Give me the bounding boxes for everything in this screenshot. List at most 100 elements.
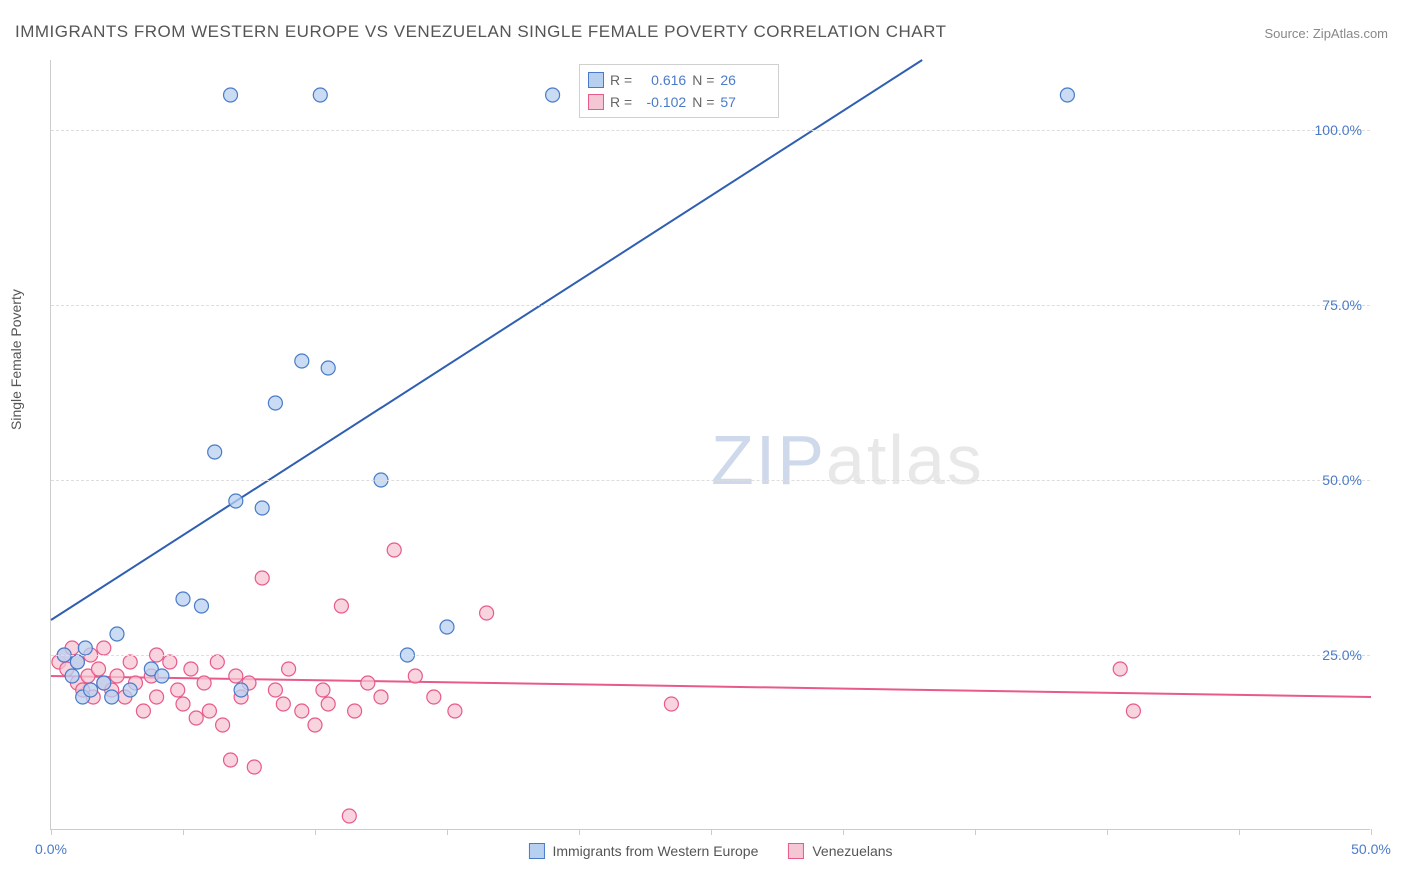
- data-point-pink: [387, 543, 401, 557]
- legend-n-value: 57: [720, 94, 768, 110]
- data-point-pink: [176, 697, 190, 711]
- x-tick: [843, 829, 844, 835]
- data-point-blue: [1060, 88, 1074, 102]
- trendline-blue: [51, 60, 922, 620]
- data-point-blue: [268, 396, 282, 410]
- data-point-pink: [374, 690, 388, 704]
- data-point-pink: [202, 704, 216, 718]
- data-point-blue: [194, 599, 208, 613]
- legend-r-value: 0.616: [638, 72, 686, 88]
- legend-r-value: -0.102: [638, 94, 686, 110]
- data-point-blue: [97, 676, 111, 690]
- swatch-pink: [588, 94, 604, 110]
- data-point-pink: [171, 683, 185, 697]
- data-point-pink: [664, 697, 678, 711]
- data-point-pink: [276, 697, 290, 711]
- gridline: [51, 130, 1370, 131]
- data-point-blue: [440, 620, 454, 634]
- x-tick: [51, 829, 52, 835]
- data-point-blue: [321, 361, 335, 375]
- data-point-blue: [208, 445, 222, 459]
- swatch-blue: [528, 843, 544, 859]
- data-point-pink: [348, 704, 362, 718]
- x-tick: [975, 829, 976, 835]
- data-point-blue: [176, 592, 190, 606]
- data-point-pink: [342, 809, 356, 823]
- data-point-pink: [427, 690, 441, 704]
- gridline: [51, 655, 1370, 656]
- data-point-pink: [229, 669, 243, 683]
- legend-item-blue: Immigrants from Western Europe: [528, 843, 758, 859]
- data-point-pink: [255, 571, 269, 585]
- data-point-blue: [224, 88, 238, 102]
- data-point-pink: [334, 599, 348, 613]
- data-point-blue: [123, 683, 137, 697]
- legend-row-blue: R = 0.616 N = 26: [588, 69, 768, 91]
- data-point-blue: [65, 669, 79, 683]
- correlation-legend: R = 0.616 N = 26 R = -0.102 N = 57: [579, 64, 779, 118]
- data-point-pink: [189, 711, 203, 725]
- data-point-pink: [136, 704, 150, 718]
- legend-n-value: 26: [720, 72, 768, 88]
- data-point-pink: [295, 704, 309, 718]
- x-tick: [183, 829, 184, 835]
- data-point-pink: [480, 606, 494, 620]
- source-attribution: Source: ZipAtlas.com: [1264, 26, 1388, 41]
- swatch-blue: [588, 72, 604, 88]
- data-point-blue: [110, 627, 124, 641]
- legend-n-label: N =: [692, 94, 714, 110]
- data-point-blue: [255, 501, 269, 515]
- data-point-pink: [92, 662, 106, 676]
- x-tick-label: 0.0%: [35, 841, 67, 857]
- data-point-pink: [216, 718, 230, 732]
- legend-r-label: R =: [610, 94, 632, 110]
- data-point-pink: [282, 662, 296, 676]
- data-point-blue: [313, 88, 327, 102]
- chart-title: IMMIGRANTS FROM WESTERN EUROPE VS VENEZU…: [15, 22, 947, 42]
- y-tick-label: 25.0%: [1322, 647, 1362, 663]
- data-point-pink: [123, 655, 137, 669]
- legend-r-label: R =: [610, 72, 632, 88]
- data-point-blue: [155, 669, 169, 683]
- data-point-pink: [97, 641, 111, 655]
- data-point-pink: [110, 669, 124, 683]
- data-point-pink: [197, 676, 211, 690]
- gridline: [51, 305, 1370, 306]
- data-point-blue: [70, 655, 84, 669]
- x-tick: [1239, 829, 1240, 835]
- x-tick-label: 50.0%: [1351, 841, 1391, 857]
- swatch-pink: [788, 843, 804, 859]
- series-legend: Immigrants from Western Europe Venezuela…: [528, 843, 892, 859]
- data-point-pink: [316, 683, 330, 697]
- legend-label-pink: Venezuelans: [812, 843, 892, 859]
- data-point-blue: [234, 683, 248, 697]
- chart-canvas: [51, 60, 1370, 829]
- x-tick: [447, 829, 448, 835]
- data-point-pink: [224, 753, 238, 767]
- data-point-blue: [229, 494, 243, 508]
- x-tick: [1107, 829, 1108, 835]
- x-tick: [1371, 829, 1372, 835]
- y-axis-label: Single Female Poverty: [8, 289, 24, 430]
- legend-item-pink: Venezuelans: [788, 843, 892, 859]
- legend-n-label: N =: [692, 72, 714, 88]
- data-point-pink: [1113, 662, 1127, 676]
- data-point-pink: [321, 697, 335, 711]
- y-tick-label: 50.0%: [1322, 472, 1362, 488]
- x-tick: [315, 829, 316, 835]
- data-point-pink: [448, 704, 462, 718]
- data-point-pink: [408, 669, 422, 683]
- data-point-blue: [78, 641, 92, 655]
- gridline: [51, 480, 1370, 481]
- legend-label-blue: Immigrants from Western Europe: [552, 843, 758, 859]
- scatter-plot: ZIPatlas R = 0.616 N = 26 R = -0.102 N =…: [50, 60, 1370, 830]
- x-tick: [711, 829, 712, 835]
- data-point-pink: [361, 676, 375, 690]
- x-tick: [579, 829, 580, 835]
- data-point-pink: [184, 662, 198, 676]
- data-point-pink: [247, 760, 261, 774]
- legend-row-pink: R = -0.102 N = 57: [588, 91, 768, 113]
- y-tick-label: 100.0%: [1315, 122, 1362, 138]
- data-point-pink: [1126, 704, 1140, 718]
- data-point-pink: [308, 718, 322, 732]
